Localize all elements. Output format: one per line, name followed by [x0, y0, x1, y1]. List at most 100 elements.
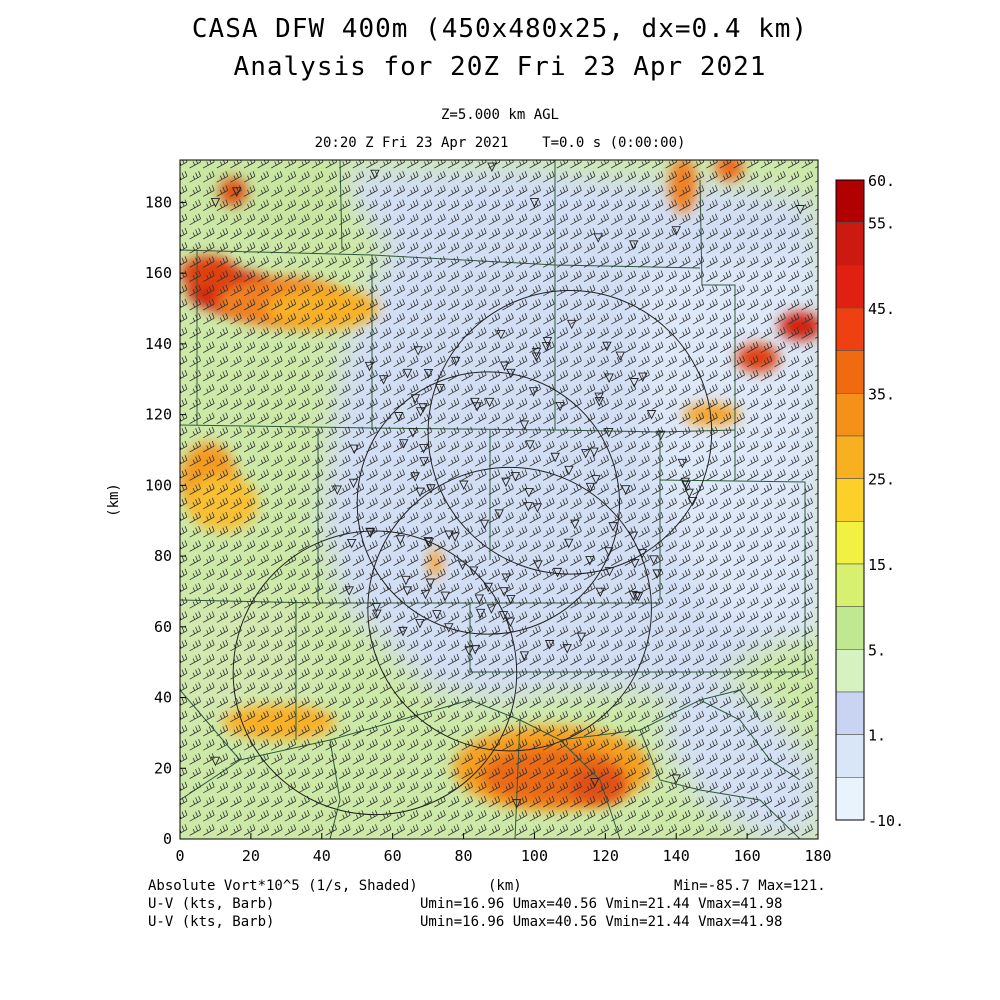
colorbar-label: -10.: [868, 812, 904, 830]
colorbar-swatch: [835, 435, 865, 479]
y-axis: 0 20 40 60 80 100 120 140 160 180: [145, 193, 186, 848]
colorbar-label: 60.: [868, 172, 895, 190]
x-tick-label: 100: [521, 847, 548, 865]
station-triangle: [649, 555, 659, 565]
station-triangle: [378, 375, 389, 385]
colorbar-frame: [835, 179, 865, 821]
station-triangle: [423, 368, 434, 379]
vorticity-blob: [428, 548, 443, 578]
station-triangle: [552, 567, 563, 578]
station-triangle: [620, 485, 631, 495]
colorbar-swatch: [835, 606, 865, 650]
mid-vort-region-north: [180, 160, 340, 250]
station-triangle: [395, 535, 406, 545]
station-triangle: [529, 197, 540, 208]
station-triangle: [594, 397, 605, 407]
vorticity-blob: [669, 160, 698, 214]
station-triangle: [498, 611, 509, 621]
station-triangle: [450, 356, 461, 367]
station-triangle: [531, 347, 542, 358]
vorticity-blob: [180, 255, 237, 291]
y-tick-label: 120: [145, 406, 172, 424]
colorbar-label: 25.: [868, 471, 895, 489]
station-triangle: [486, 604, 497, 614]
station-triangle: [628, 590, 639, 601]
vorticity-blob: [222, 704, 336, 741]
station-triangle: [505, 617, 516, 628]
vorticity-blob: [265, 287, 379, 330]
vorticity-blob: [187, 474, 258, 532]
colorbar-swatch: [835, 521, 865, 565]
x-tick-label: 120: [592, 847, 619, 865]
station-triangle: [687, 496, 698, 507]
station-triangle: [555, 401, 565, 412]
station-triangle: [585, 556, 595, 566]
y-tick-label: 80: [154, 547, 172, 565]
station-triangle: [494, 509, 504, 519]
vorticity-blob: [715, 160, 744, 182]
station-triangle: [604, 567, 615, 577]
station-triangle: [440, 591, 450, 602]
vorticity-blob: [779, 312, 818, 341]
station-triangle: [408, 428, 418, 438]
station-triangle: [511, 799, 522, 809]
radar-ring: [427, 290, 713, 575]
station-triangle: [402, 368, 413, 379]
y-tick-label: 140: [145, 335, 172, 353]
station-triangle: [432, 610, 442, 620]
vorticity-blob: [218, 177, 248, 207]
x-tick-label: 20: [242, 847, 260, 865]
station-triangle: [484, 397, 495, 408]
station-triangle: [564, 465, 574, 476]
colorbar-swatch: [835, 777, 865, 821]
minmax-label: Min=-85.7 Max=121.: [674, 878, 826, 894]
station-triangle: [418, 403, 428, 413]
station-triangle: [589, 777, 600, 788]
station-triangle: [570, 519, 580, 530]
x-axis-label: (km): [488, 878, 522, 894]
station-triangle: [496, 330, 506, 340]
station-triangle: [426, 484, 436, 494]
station-triangle: [398, 626, 408, 637]
barb-legend-name-2: U-V (kts, Barb): [148, 914, 275, 930]
station-triangle: [425, 578, 436, 588]
station-triangle: [410, 472, 420, 482]
station-triangle: [402, 586, 413, 596]
station-triangle: [615, 351, 626, 362]
station-triangle: [483, 582, 494, 593]
station-triangle: [602, 341, 612, 352]
y-tick-label: 40: [154, 689, 172, 707]
vorticity-field: [180, 160, 818, 839]
station-triangle: [576, 632, 587, 643]
station-triangle: [415, 618, 425, 629]
station-triangle: [418, 444, 429, 454]
x-axis: 0 20 40 60 80 100 120 140 160 180: [175, 833, 832, 865]
colorbar-swatch: [835, 478, 865, 522]
station-triangle: [459, 480, 469, 490]
station-triangle: [608, 522, 618, 532]
colorbar-swatch: [835, 393, 865, 437]
station-triangle: [450, 532, 460, 542]
station-triangle: [544, 640, 555, 650]
colorbar-swatch: [835, 734, 865, 778]
colorbar-label: 35.: [868, 385, 895, 403]
station-triangle: [424, 537, 435, 548]
low-vort-region-southeast: [660, 660, 818, 839]
station-triangle: [604, 373, 614, 383]
station-triangle: [415, 407, 426, 417]
x-tick-label: 0: [175, 847, 184, 865]
x-tick-label: 80: [455, 847, 473, 865]
station-triangle: [629, 378, 639, 388]
vorticity-blob: [569, 768, 627, 804]
station-triangle: [585, 482, 596, 493]
colorbar-swatch: [835, 265, 865, 309]
radar-range-rings: [232, 290, 713, 816]
station-triangle: [470, 397, 480, 408]
station-triangle: [519, 420, 530, 430]
station-triangle: [604, 427, 614, 438]
station-triangle: [532, 503, 543, 513]
field-label: Absolute Vort*10^5 (1/s, Shaded): [148, 878, 418, 894]
station-triangle: [630, 559, 640, 569]
station-triangle: [349, 444, 360, 455]
